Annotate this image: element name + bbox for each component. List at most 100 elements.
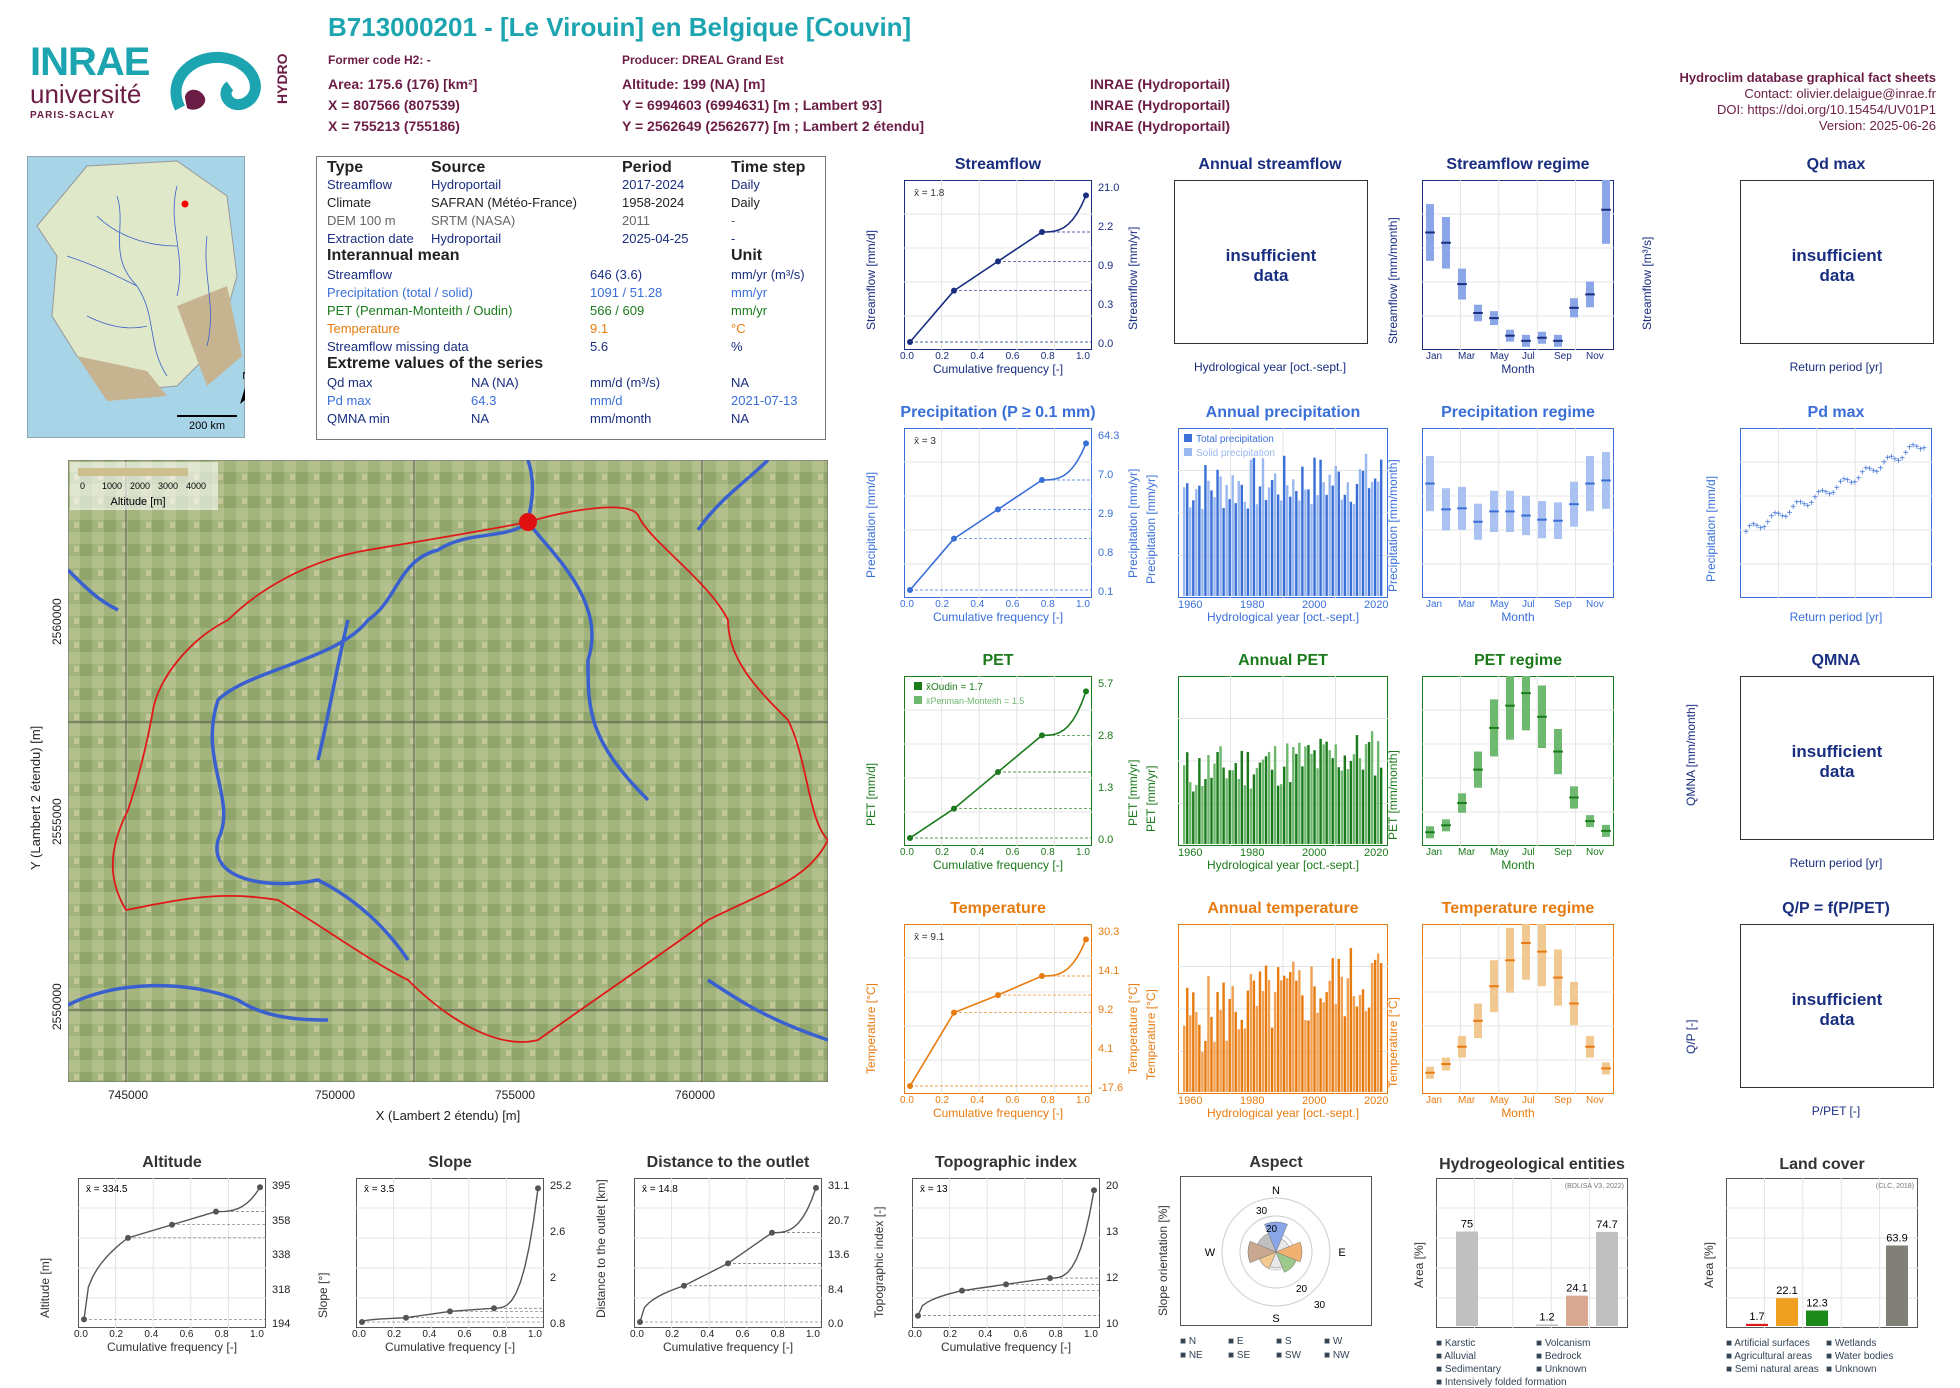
pd_max-point: + [1852,478,1858,489]
landcover-legend-item: ■ Unknown [1826,1364,1877,1375]
annual_precip-bar [1286,485,1289,596]
annual_temp-bar [1376,953,1380,1092]
annual_pet-bar [1243,785,1247,844]
landcover-plot: (CLC, 2018) 1.7 22.1 12.3 63.9 [1726,1178,1918,1328]
info-table: Type Source Period Time step Streamflow … [316,156,826,440]
topo-xtick: 0.0 [908,1329,922,1340]
annual_temp-xtick: 2020 [1364,1095,1389,1107]
annual_pet-bar [1186,752,1189,844]
annual_temp-bar [1273,992,1277,1092]
annual_pet-bar [1346,769,1350,844]
annual_temp-bar [1337,958,1340,1092]
streamflow_regime-box [1602,180,1610,244]
annual_precip-bar [1316,495,1319,596]
scale-label: 200 km [189,420,225,432]
universite-text: université [30,79,142,109]
pet_regime-xtick: Jan [1426,847,1443,858]
ext-qd-date: NA [731,375,750,390]
annual_precip-legend-solid [1184,448,1192,456]
aspect-sector [1247,1240,1277,1264]
pet-rtick: 2.8 [1098,730,1114,742]
topo-ylabel: Topographic index [-] [872,1206,886,1318]
pd_max-plot: ++++++++++++++++++++++++++++++++++++++++… [1740,428,1932,598]
annual_precip-bar [1261,458,1265,596]
streamflow_regime-xtick: Mar [1458,351,1476,362]
annual_temp-bar [1246,990,1250,1092]
topo-frame [912,1178,1100,1328]
slope-rtick: 2.6 [550,1226,566,1238]
temp-rtick: 9.2 [1098,1004,1114,1016]
annual_pet-bar [1334,744,1337,844]
annual_precip-bar [1307,489,1310,596]
col-period: Period [622,159,672,176]
database-info: Hydroclim database graphical fact sheets… [1680,70,1936,134]
map-xtick-2: 750000 [315,1088,356,1102]
annual_pet-bar [1358,758,1362,844]
annual_precip-bar [1304,489,1307,596]
distance-rtick: 20.7 [828,1214,850,1227]
annual_pet-bar [1349,760,1353,844]
station-title: B713000201 - [Le Virouin] en Belgique [C… [328,12,912,42]
cell-srtm: SRTM (NASA) [431,213,516,228]
annual_temp-bar [1195,1012,1198,1092]
map-xtick-4: 760000 [675,1088,716,1102]
slope-xtick: 0.8 [492,1329,507,1340]
pet-frame [904,676,1092,846]
pd_max-point: + [1830,488,1836,499]
qmna-xlabel: Return period [yr] [1789,856,1883,870]
aspect-sector [1264,1221,1288,1253]
annual_precip-bar [1201,508,1204,596]
pd_max-ylabel: Precipitation [mm/d] [1704,475,1718,582]
annual_temp-xtick: 1980 [1240,1095,1265,1107]
distance-rtick: 8.4 [828,1283,844,1296]
temp_regime-box [1538,924,1546,987]
annual_precip-bar [1234,503,1237,596]
annual_pet-bar [1376,741,1380,844]
annual_temp-bar [1240,1019,1243,1092]
aspect-ring-label: 30 [1256,1206,1268,1217]
annual_temp-bar [1276,967,1280,1092]
landcover-bar-label: 1.7 [1749,1311,1764,1323]
unit-title: Unit [731,247,763,264]
temp-yrlabel: Temperature [°C] [1126,983,1140,1074]
precip_regime-xtick: May [1490,599,1509,610]
ext-pd-val: 64.3 [471,393,497,408]
streamflow-frame [904,180,1092,350]
distance-xtick: 0.2 [665,1329,680,1340]
pd_max-point: + [1841,475,1847,486]
missing-unit: % [731,339,743,354]
annual_temp-bar [1292,961,1295,1092]
distance-xtick: 0.8 [770,1329,785,1340]
source-2: INRAE (Hydroportail) [1090,97,1230,113]
annual_pet-bar [1195,784,1198,844]
pd_max-point: + [1888,452,1894,463]
annual_pet-bar [1310,753,1313,844]
annual_pet-bar [1301,766,1304,844]
annual_temp-bar [1373,959,1377,1092]
hydrogeo-legend-item: ■ Unknown [1536,1364,1587,1375]
pet_regime-frame [1422,676,1614,846]
annual_temp-bar [1307,1020,1310,1092]
pet-legend-pm-label: x̄Penman-Monteith = 1.5 [926,696,1024,706]
annual_pet-xtick: 2020 [1364,847,1389,859]
annual_pet-bar [1207,755,1210,844]
pd_max-point: + [1834,483,1840,494]
annual_precip-xtick: 2020 [1364,599,1389,611]
pd_max-point: + [1870,466,1876,477]
alt-tick-1: 1000 [102,481,122,491]
pd_max-point: + [1907,443,1913,454]
slope-rtick: 0.8 [550,1318,566,1330]
annual_temp-bar [1310,966,1313,1092]
hydrogeo-bar-label: 74.7 [1596,1219,1617,1231]
hydrogeo-bar-label: 75 [1461,1219,1473,1231]
annual_pet-bar [1313,750,1316,844]
pet-xlabel: Cumulative frequency [-] [932,858,1064,872]
ext-pd-label: Pd max [327,393,372,408]
annual_pet-bar [1304,746,1307,844]
landcover-bar-label: 22.1 [1776,1285,1797,1297]
altitude-title: Altitude [142,1154,202,1171]
annual_precip-bar [1258,486,1262,596]
annual_pet-bar [1364,744,1368,844]
alt-tick-4: 4000 [186,481,206,491]
annual_precip-bar [1186,483,1189,596]
